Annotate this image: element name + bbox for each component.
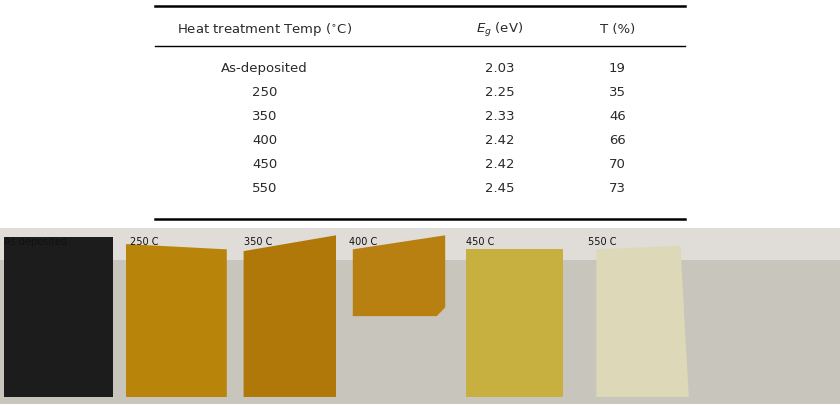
Text: Heat treatment Temp ($^{\circ}$C): Heat treatment Temp ($^{\circ}$C) bbox=[177, 21, 352, 38]
Text: 19: 19 bbox=[609, 62, 626, 75]
Text: As deposited: As deposited bbox=[4, 237, 67, 247]
Text: 2.33: 2.33 bbox=[485, 110, 515, 123]
Text: 450: 450 bbox=[252, 158, 277, 171]
Text: 35: 35 bbox=[609, 86, 626, 99]
Text: 550 C: 550 C bbox=[588, 237, 617, 247]
Text: 450 C: 450 C bbox=[466, 237, 495, 247]
Polygon shape bbox=[466, 249, 563, 397]
Text: 2.42: 2.42 bbox=[485, 134, 515, 147]
Text: 70: 70 bbox=[609, 158, 626, 171]
Polygon shape bbox=[244, 235, 336, 397]
Polygon shape bbox=[4, 237, 113, 397]
Text: 46: 46 bbox=[609, 110, 626, 123]
Text: As-deposited: As-deposited bbox=[221, 62, 308, 75]
Polygon shape bbox=[596, 246, 689, 397]
Text: 400 C: 400 C bbox=[349, 237, 377, 247]
Polygon shape bbox=[353, 235, 445, 316]
Text: T (%): T (%) bbox=[600, 23, 635, 36]
Polygon shape bbox=[126, 244, 227, 397]
Text: 2.42: 2.42 bbox=[485, 158, 515, 171]
Text: 350 C: 350 C bbox=[244, 237, 272, 247]
Text: 2.25: 2.25 bbox=[485, 86, 515, 99]
Text: 2.45: 2.45 bbox=[485, 182, 515, 195]
Text: $E_g$ (eV): $E_g$ (eV) bbox=[476, 21, 523, 39]
Text: 350: 350 bbox=[252, 110, 277, 123]
Text: 250 C: 250 C bbox=[130, 237, 159, 247]
Bar bbox=[0, 228, 840, 260]
Text: 66: 66 bbox=[609, 134, 626, 147]
Text: 2.03: 2.03 bbox=[485, 62, 515, 75]
Text: 550: 550 bbox=[252, 182, 277, 195]
Text: 73: 73 bbox=[609, 182, 626, 195]
Text: 400: 400 bbox=[252, 134, 277, 147]
Text: 250: 250 bbox=[252, 86, 277, 99]
